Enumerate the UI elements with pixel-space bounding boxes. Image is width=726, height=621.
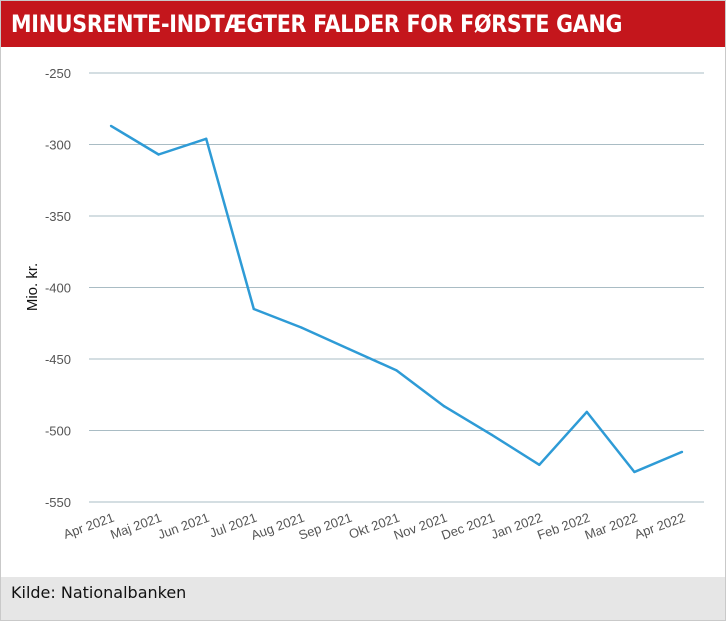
x-tick-label: Jan 2022 [489,510,544,542]
x-tick-label: Sep 2021 [296,510,353,543]
x-tick-label: Maj 2021 [108,510,163,542]
data-point [204,137,208,140]
data-point [347,347,351,351]
series-layer [109,124,684,474]
data-point [633,470,636,474]
title-bar: MINUSRENTE-INDTÆGTER FALDER FOR FØRSTE G… [1,1,725,51]
x-tick-label: Nov 2021 [392,510,449,543]
y-tick-label: -450 [45,352,71,367]
y-tick-label: -350 [45,209,71,224]
data-point [395,369,398,372]
footer: Kilde: Nationalbanken [1,577,725,620]
data-point [585,410,589,414]
data-point [300,326,303,329]
data-point [157,153,160,156]
x-tick-label: Apr 2022 [632,510,687,542]
x-tick-label: Okt 2021 [347,510,402,542]
y-axis-label: Mio. kr. [24,263,41,311]
y-tick-label: -300 [45,138,71,153]
chart-title: MINUSRENTE-INDTÆGTER FALDER FOR FØRSTE G… [11,10,623,38]
x-tick-label: Feb 2022 [535,510,592,543]
y-tick-label: -400 [45,281,71,296]
data-point [490,433,493,436]
chart-area: -250 -300 -350 -400 -450 -500 -550 Apr 2021 Maj… [1,51,725,575]
data-point [442,404,446,408]
data-point [680,450,684,454]
x-tick-label: Dec 2021 [439,510,496,543]
x-tick-label: Aug 2021 [249,510,306,543]
data-point [252,307,255,311]
series-line [110,124,683,474]
y-tick-label: -500 [45,424,71,439]
data-point [109,124,113,128]
x-tick-label: Mar 2022 [583,510,640,543]
gridlines [89,72,704,503]
data-point [538,463,541,467]
line-chart: -250 -300 -350 -400 -450 -500 -550 Apr 2021Maj… [24,66,704,543]
x-tick-label: Apr 2021 [61,510,116,542]
y-tick-label: -550 [45,495,71,510]
x-tick-label: Jun 2021 [156,510,211,542]
y-tick-labels: -250 -300 -350 -400 -450 -500 -550 [45,66,71,510]
y-tick-label: -250 [45,66,71,81]
source-note: Kilde: Nationalbanken [11,583,187,602]
